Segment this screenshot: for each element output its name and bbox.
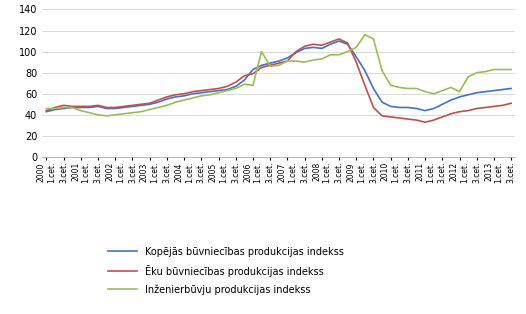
Line: Ēku būvniecības produkcijas indekss: Ēku būvniecības produkcijas indekss (46, 39, 511, 122)
Ēku būvniecības produkcijas indekss (215, 87, 221, 90)
Kopējās būvniecības produkcijas indekss (215, 89, 221, 92)
Kopējās būvniecības produkcijas indekss (499, 88, 505, 91)
Inženierbūvju produkcijas indekss (224, 89, 230, 92)
Inženierbūvju produkcijas indekss (499, 68, 505, 71)
Kopējās būvniecības produkcijas indekss (508, 87, 514, 90)
Inženierbūvju produkcijas indekss (43, 107, 49, 111)
Inženierbūvju produkcijas indekss (473, 71, 480, 74)
Inženierbūvju produkcijas indekss (138, 110, 144, 114)
Kopējās būvniecības produkcijas indekss (129, 105, 136, 108)
Inženierbūvju produkcijas indekss (104, 114, 110, 118)
Ēku būvniecības produkcijas indekss (336, 37, 342, 41)
Ēku būvniecības produkcijas indekss (422, 120, 428, 124)
Legend: Kopējās būvniecības produkcijas indekss, Ēku būvniecības produkcijas indekss, In: Kopējās būvniecības produkcijas indekss,… (104, 243, 347, 299)
Inženierbūvju produkcijas indekss (95, 113, 101, 117)
Ēku būvniecības produkcijas indekss (473, 107, 480, 111)
Inženierbūvju produkcijas indekss (508, 68, 514, 71)
Inženierbūvju produkcijas indekss (362, 33, 368, 37)
Ēku būvniecības produkcijas indekss (499, 104, 505, 107)
Kopējās būvniecības produkcijas indekss (95, 105, 101, 108)
Ēku būvniecības produkcijas indekss (129, 104, 136, 107)
Ēku būvniecības produkcijas indekss (508, 101, 514, 105)
Kopējās būvniecības produkcijas indekss (155, 100, 161, 104)
Ēku būvniecības produkcijas indekss (43, 109, 49, 112)
Ēku būvniecības produkcijas indekss (95, 104, 101, 107)
Ēku būvniecības produkcijas indekss (155, 98, 161, 102)
Kopējās būvniecības produkcijas indekss (43, 110, 49, 114)
Line: Kopējās būvniecības produkcijas indekss: Kopējās būvniecības produkcijas indekss (46, 41, 511, 112)
Line: Inženierbūvju produkcijas indekss: Inženierbūvju produkcijas indekss (46, 35, 511, 116)
Kopējās būvniecības produkcijas indekss (336, 39, 342, 43)
Kopējās būvniecības produkcijas indekss (465, 93, 471, 97)
Inženierbūvju produkcijas indekss (164, 104, 170, 107)
